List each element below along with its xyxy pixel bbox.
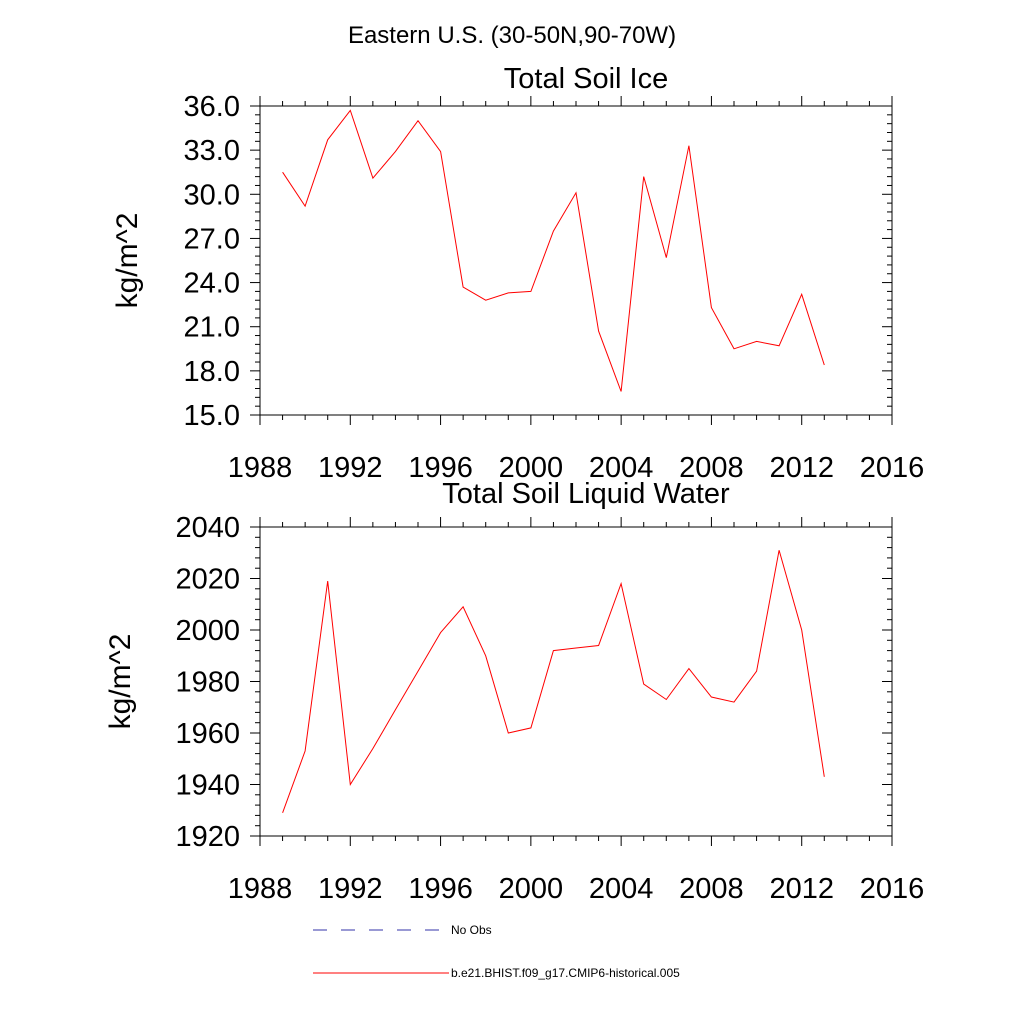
soil-liquid-water-x-tick-label: 1996 bbox=[408, 873, 473, 905]
soil-ice-x-tick-label: 2012 bbox=[769, 452, 834, 484]
soil-liquid-water-y-tick-label: 1940 bbox=[175, 770, 240, 802]
soil-liquid-water-x-tick-label: 2000 bbox=[499, 873, 564, 905]
soil-liquid-water-series-line bbox=[282, 550, 825, 813]
soil-liquid-water-y-tick-label: 2040 bbox=[175, 512, 240, 544]
soil-liquid-water-x-tick-label: 1992 bbox=[318, 873, 383, 905]
soil-ice-chart: Total Soil Ice kg/m^2 1988 1992 1996 2000 2004… bbox=[111, 63, 924, 484]
soil-liquid-water-plot-frame bbox=[259, 526, 893, 837]
soil-ice-y-tick-label: 24.0 bbox=[184, 268, 240, 300]
figure-title: Eastern U.S. (30-50N,90-70W) bbox=[348, 22, 676, 49]
soil-ice-x-tick-label: 1992 bbox=[318, 452, 383, 484]
soil-liquid-water-x-tick-label: 2004 bbox=[589, 873, 654, 905]
soil-ice-x-tick-label: 2016 bbox=[860, 452, 925, 484]
soil-ice-x-tick-label: 1988 bbox=[228, 452, 293, 484]
soil-ice-y-tick-label: 18.0 bbox=[184, 356, 240, 388]
legend: No Obs b.e21.BHIST.f09_g17.CMIP6-histori… bbox=[313, 923, 680, 980]
soil-liquid-water-y-tick-label: 1980 bbox=[175, 667, 240, 699]
legend-obs-label: No Obs bbox=[451, 923, 492, 937]
soil-ice-x-tick-label: 1996 bbox=[408, 452, 473, 484]
soil-ice-y-tick-label: 33.0 bbox=[184, 135, 240, 167]
soil-liquid-water-y-tick-label: 2000 bbox=[175, 615, 240, 647]
soil-ice-x-tick-label: 2004 bbox=[589, 452, 654, 484]
soil-ice-y-tick-label: 21.0 bbox=[184, 312, 240, 344]
soil-ice-y-tick-label: 30.0 bbox=[184, 179, 240, 211]
soil-liquid-water-chart-title: Total Soil Liquid Water bbox=[442, 478, 730, 510]
soil-ice-y-tick-label: 27.0 bbox=[184, 223, 240, 255]
soil-ice-y-axis-label: kg/m^2 bbox=[111, 213, 144, 309]
soil-ice-chart-title: Total Soil Ice bbox=[504, 63, 668, 95]
soil-liquid-water-x-tick-label: 2016 bbox=[860, 873, 925, 905]
soil-liquid-water-y-tick-label: 1960 bbox=[175, 718, 240, 750]
soil-liquid-water-x-tick-label: 2012 bbox=[769, 873, 834, 905]
soil-liquid-water-chart: Total Soil Liquid Water kg/m^2 1988 1992 199… bbox=[104, 478, 924, 905]
soil-liquid-water-y-tick-label: 2020 bbox=[175, 564, 240, 596]
soil-ice-y-tick-label: 36.0 bbox=[184, 91, 240, 123]
soil-liquid-water-x-tick-label: 2008 bbox=[679, 873, 744, 905]
soil-ice-series-line bbox=[282, 109, 825, 392]
soil-ice-plot-frame bbox=[259, 105, 893, 416]
legend-model-label: b.e21.BHIST.f09_g17.CMIP6-historical.005 bbox=[451, 966, 680, 980]
soil-liquid-water-x-tick-label: 1988 bbox=[228, 873, 293, 905]
soil-ice-x-tick-label: 2000 bbox=[499, 452, 564, 484]
soil-liquid-water-y-tick-label: 1920 bbox=[175, 821, 240, 853]
soil-ice-y-tick-label: 15.0 bbox=[184, 400, 240, 432]
soil-ice-x-tick-label: 2008 bbox=[679, 452, 744, 484]
soil-liquid-water-y-axis-label: kg/m^2 bbox=[104, 634, 137, 730]
